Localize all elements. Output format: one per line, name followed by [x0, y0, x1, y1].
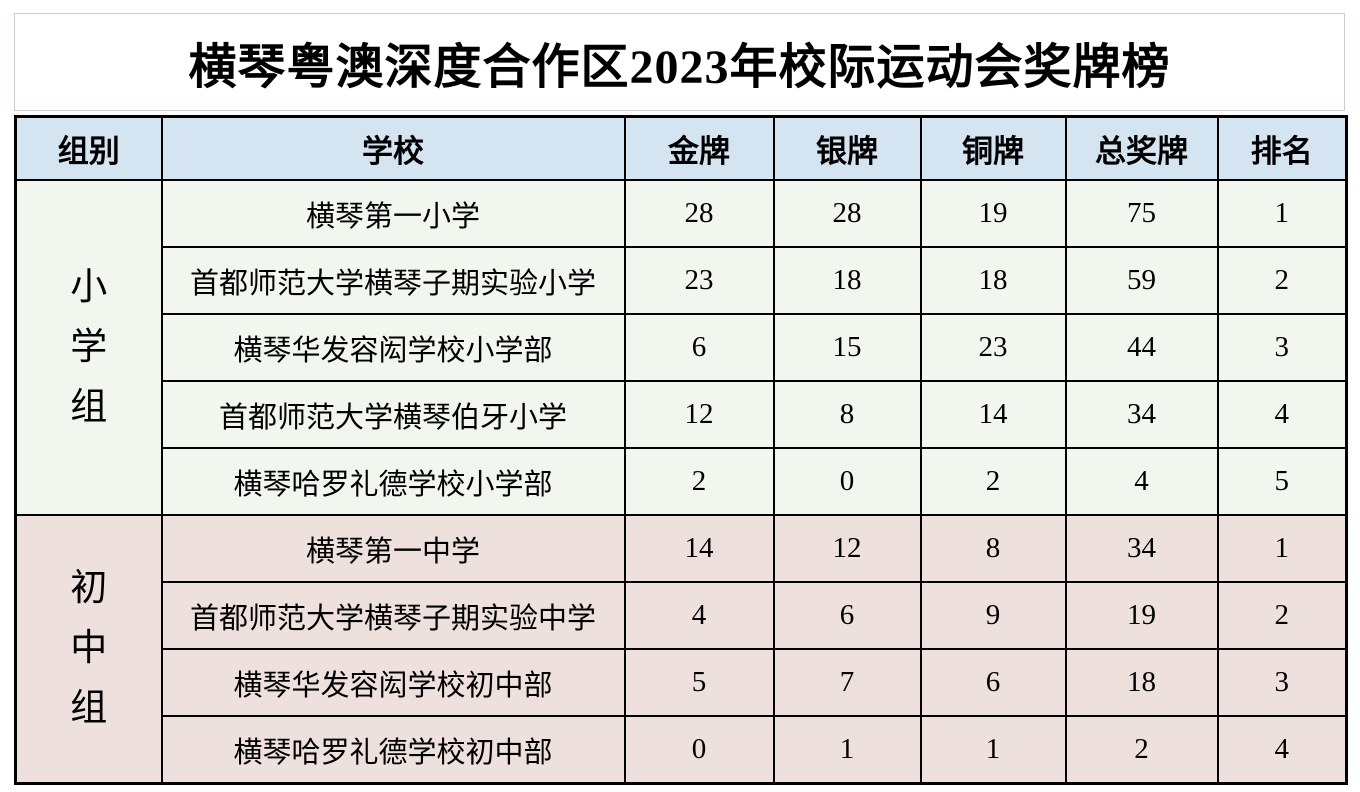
school-cell: 横琴哈罗礼德学校小学部 — [160, 447, 626, 516]
rank-cell: 4 — [1216, 715, 1348, 785]
table-row: 首都师范大学横琴伯牙小学 12 8 14 34 4 — [16, 380, 1348, 449]
total-cell: 2 — [1064, 715, 1219, 785]
table-row: 横琴哈罗礼德学校小学部 2 0 2 4 5 — [16, 447, 1348, 516]
medal-table: 组别 学校 金牌 银牌 铜牌 总奖牌 排名 小 学 组横琴第一小学 28 28 19 7… — [14, 115, 1348, 785]
col-header-total: 总奖牌 — [1064, 115, 1219, 181]
total-cell: 18 — [1064, 648, 1219, 717]
table-header-row: 组别 学校 金牌 银牌 铜牌 总奖牌 排名 — [14, 115, 1348, 181]
group-cell: 小 学 组 — [14, 179, 163, 516]
bronze-cell: 6 — [919, 648, 1067, 717]
bronze-cell: 2 — [919, 447, 1067, 516]
gold-cell: 12 — [623, 380, 775, 449]
table-row: 横琴华发容闳学校初中部 5 7 6 18 3 — [16, 648, 1348, 717]
school-cell: 首都师范大学横琴子期实验中学 — [160, 581, 626, 650]
col-header-rank: 排名 — [1216, 115, 1348, 181]
total-cell: 44 — [1064, 313, 1219, 382]
gold-cell: 2 — [623, 447, 775, 516]
bronze-cell: 23 — [919, 313, 1067, 382]
silver-cell: 8 — [772, 380, 922, 449]
rank-cell: 1 — [1216, 179, 1348, 248]
rank-cell: 2 — [1216, 246, 1348, 315]
silver-cell: 28 — [772, 179, 922, 248]
gold-cell: 0 — [623, 715, 775, 785]
bronze-cell: 8 — [919, 514, 1067, 583]
total-cell: 59 — [1064, 246, 1219, 315]
school-cell: 首都师范大学横琴子期实验小学 — [160, 246, 626, 315]
silver-cell: 15 — [772, 313, 922, 382]
table-row: 首都师范大学横琴子期实验小学 23 18 18 59 2 — [16, 246, 1348, 315]
table-row: 小 学 组横琴第一小学 28 28 19 75 1 — [14, 179, 1348, 516]
gold-cell: 5 — [623, 648, 775, 717]
col-header-school: 学校 — [160, 115, 626, 181]
gold-cell: 14 — [623, 514, 775, 583]
col-header-bronze: 铜牌 — [919, 115, 1067, 181]
total-cell: 19 — [1064, 581, 1219, 650]
rank-cell: 2 — [1216, 581, 1348, 650]
rank-cell: 3 — [1216, 313, 1348, 382]
gold-cell: 28 — [623, 179, 775, 248]
table-row: 横琴华发容闳学校小学部 6 15 23 44 3 — [16, 313, 1348, 382]
total-cell: 4 — [1064, 447, 1219, 516]
school-cell: 首都师范大学横琴伯牙小学 — [160, 380, 626, 449]
gold-cell: 23 — [623, 246, 775, 315]
school-cell: 横琴华发容闳学校小学部 — [160, 313, 626, 382]
table-row: 初 中 组横琴第一中学 14 12 8 34 1 — [14, 514, 1348, 785]
bronze-cell: 14 — [919, 380, 1067, 449]
rank-cell: 3 — [1216, 648, 1348, 717]
total-cell: 75 — [1064, 179, 1219, 248]
group-cell: 初 中 组 — [14, 514, 163, 785]
school-cell: 横琴第一小学 — [160, 179, 626, 248]
title-banner: 横琴粤澳深度合作区2023年校际运动会奖牌榜 — [14, 13, 1345, 111]
col-header-group: 组别 — [14, 115, 163, 181]
rank-cell: 1 — [1216, 514, 1348, 583]
rank-cell: 5 — [1216, 447, 1348, 516]
bronze-cell: 18 — [919, 246, 1067, 315]
gold-cell: 6 — [623, 313, 775, 382]
col-header-silver: 银牌 — [772, 115, 922, 181]
bronze-cell: 9 — [919, 581, 1067, 650]
silver-cell: 18 — [772, 246, 922, 315]
silver-cell: 12 — [772, 514, 922, 583]
gold-cell: 4 — [623, 581, 775, 650]
rank-cell: 4 — [1216, 380, 1348, 449]
table-body: 小 学 组横琴第一小学 28 28 19 75 1 首都师范大学横琴子期实验小学 23 18 18… — [14, 179, 1348, 785]
page-title: 横琴粤澳深度合作区2023年校际运动会奖牌榜 — [188, 41, 1171, 94]
silver-cell: 1 — [772, 715, 922, 785]
total-cell: 34 — [1064, 380, 1219, 449]
silver-cell: 6 — [772, 581, 922, 650]
school-cell: 横琴华发容闳学校初中部 — [160, 648, 626, 717]
silver-cell: 7 — [772, 648, 922, 717]
table-row: 横琴哈罗礼德学校初中部 0 1 1 2 4 — [16, 715, 1348, 785]
bronze-cell: 1 — [919, 715, 1067, 785]
school-cell: 横琴第一中学 — [160, 514, 626, 583]
school-cell: 横琴哈罗礼德学校初中部 — [160, 715, 626, 785]
silver-cell: 0 — [772, 447, 922, 516]
table-row: 首都师范大学横琴子期实验中学 4 6 9 19 2 — [16, 581, 1348, 650]
col-header-gold: 金牌 — [623, 115, 775, 181]
bronze-cell: 19 — [919, 179, 1067, 248]
total-cell: 34 — [1064, 514, 1219, 583]
